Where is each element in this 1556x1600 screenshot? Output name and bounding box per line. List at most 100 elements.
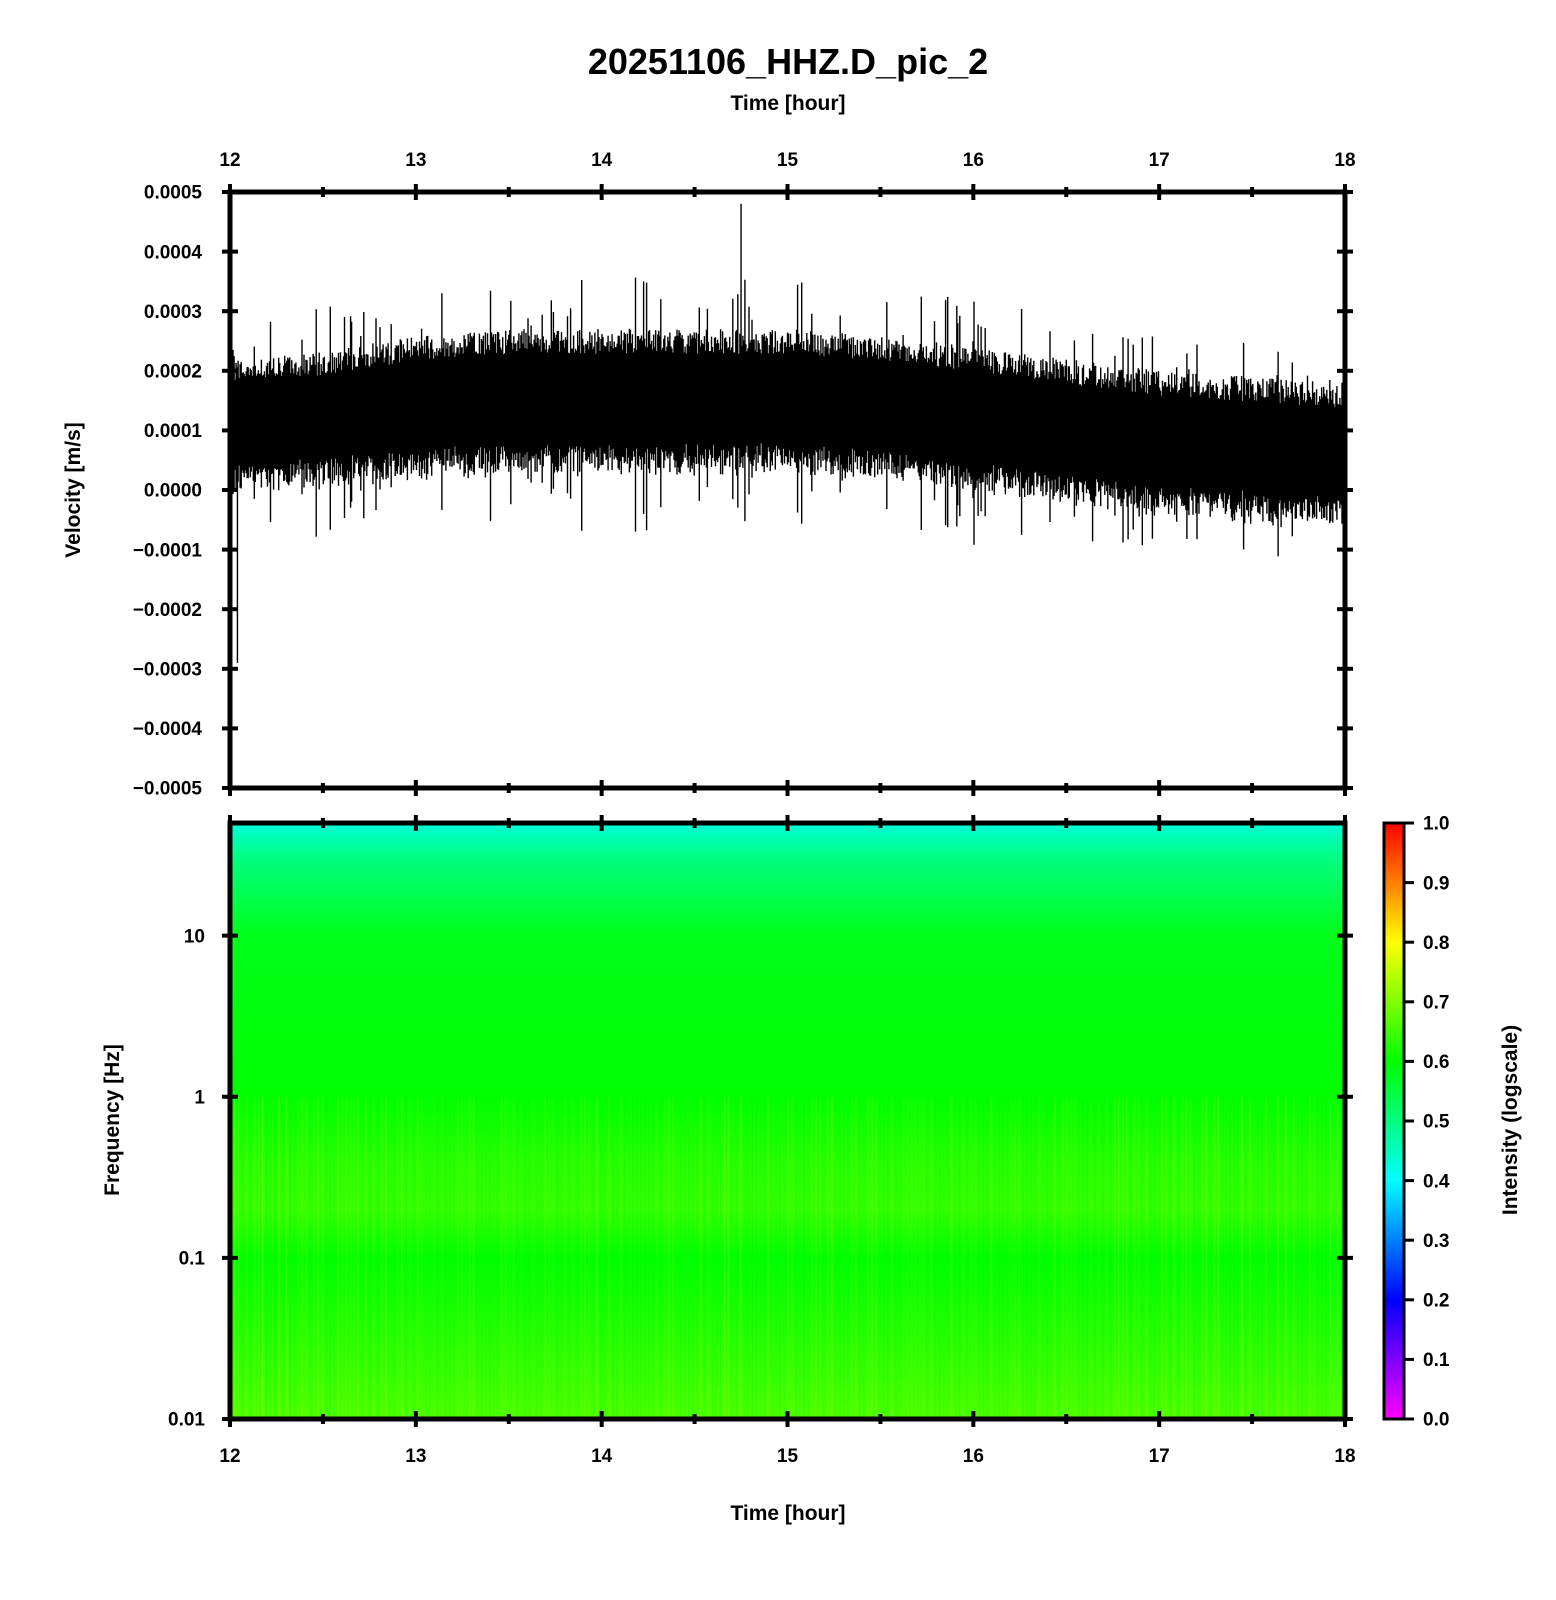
- spectrogram-column: [588, 1096, 590, 1419]
- spectrogram-row: [230, 1075, 1345, 1082]
- spectrogram-row: [230, 1110, 1345, 1117]
- spectrogram-column: [1173, 1096, 1176, 1419]
- spectrogram-column: [1329, 1096, 1331, 1419]
- spectrogram-row: [230, 1329, 1345, 1336]
- spectrogram-column: [1050, 1096, 1052, 1419]
- spectrogram-column: [1106, 1096, 1108, 1419]
- spectrogram-column: [1213, 1096, 1216, 1419]
- spectrogram-row: [230, 1180, 1345, 1187]
- velocity-tick-label: −0.0005: [133, 779, 203, 800]
- spectrogram-row: [230, 1115, 1345, 1122]
- spectrogram-row: [230, 1120, 1345, 1127]
- spectrogram-column: [636, 1096, 638, 1419]
- spectrogram-column: [1026, 1096, 1028, 1419]
- spectrogram-row: [230, 1130, 1345, 1137]
- velocity-tick-label: −0.0003: [133, 659, 202, 680]
- spectrogram-column: [417, 1096, 419, 1419]
- spectrogram-column: [699, 1096, 702, 1419]
- spectrogram-row: [230, 986, 1345, 993]
- spectrogram-column: [1257, 1096, 1259, 1419]
- spectrogram-column: [811, 1096, 813, 1419]
- spectrogram-column: [1285, 1096, 1287, 1419]
- spectrogram-row: [230, 1339, 1345, 1345]
- spectrogram-column: [998, 1096, 1001, 1419]
- spectrogram-column: [429, 1096, 431, 1419]
- spectrogram-column: [484, 1096, 487, 1419]
- spectrogram-column: [488, 1096, 491, 1419]
- velocity-tick-label: 0.0005: [144, 183, 203, 204]
- top-x-tick-label: 16: [963, 150, 984, 171]
- spectrogram-column: [962, 1096, 965, 1419]
- colorbar-tick-label: 0.0: [1423, 1410, 1449, 1431]
- spectrogram-column: [492, 1096, 495, 1419]
- spectrogram-column: [325, 1096, 328, 1419]
- spectrogram-row: [230, 1403, 1345, 1410]
- spectrogram-column: [1265, 1096, 1267, 1419]
- spectrogram-column: [1193, 1096, 1196, 1419]
- spectrogram-row: [230, 832, 1345, 839]
- spectrogram-column: [277, 1096, 280, 1419]
- spectrogram-column: [273, 1096, 276, 1419]
- spectrogram-column: [1237, 1096, 1239, 1419]
- spectrogram-column: [978, 1096, 981, 1419]
- spectrogram-column: [381, 1096, 383, 1419]
- spectrogram-column: [676, 1096, 678, 1419]
- spectrogram-column: [958, 1096, 961, 1419]
- spectrogram-column: [994, 1096, 997, 1419]
- spectrogram-column: [333, 1096, 336, 1419]
- velocity-tick-label: −0.0001: [133, 540, 203, 561]
- spectrogram-column: [237, 1096, 240, 1419]
- colorbar-tick-label: 0.1: [1423, 1350, 1450, 1371]
- spectrogram-column: [1309, 1096, 1311, 1419]
- spectrogram-column: [1133, 1096, 1136, 1419]
- spectrogram-column: [1149, 1096, 1152, 1419]
- spectrogram-row: [230, 961, 1345, 968]
- spectrogram-column: [540, 1096, 543, 1419]
- spectrogram-column: [656, 1096, 658, 1419]
- spectrogram-column: [1245, 1096, 1247, 1419]
- spectrogram-row: [230, 956, 1345, 963]
- spectrogram-column: [520, 1096, 523, 1419]
- spectrogram-row: [230, 1095, 1345, 1102]
- spectrogram-column: [1125, 1096, 1128, 1419]
- spectrogram-column: [1038, 1096, 1040, 1419]
- spectrogram-row: [230, 971, 1345, 978]
- spectrogram-column: [703, 1096, 706, 1419]
- spectrogram-column: [552, 1096, 555, 1419]
- spectrogram-column: [453, 1096, 455, 1419]
- spectrogram-row: [230, 1165, 1345, 1172]
- seismogram-ticks: 12 13 14 15 16 17 18 0.0005 0.0004 0.0003 0.0002 0.…: [133, 150, 1356, 800]
- spectrogram-column: [596, 1096, 598, 1419]
- spectrogram-column: [584, 1096, 586, 1419]
- spectrogram-column: [847, 1096, 849, 1419]
- spectrogram-column: [707, 1096, 710, 1419]
- spectrogram-row: [230, 1314, 1345, 1321]
- spectrogram-column: [1301, 1096, 1303, 1419]
- spectrogram-column: [1062, 1096, 1064, 1419]
- spectrogram-column: [743, 1096, 746, 1419]
- spectrogram-column: [1153, 1096, 1156, 1419]
- spectrogram-column: [664, 1096, 666, 1419]
- spectrogram-row: [230, 1001, 1345, 1008]
- spectrogram-row: [230, 1334, 1345, 1341]
- bottom-x-axis-label: Time [hour]: [730, 1502, 845, 1525]
- frequency-tick-label: 0.01: [168, 1410, 205, 1431]
- spectrogram-row: [230, 1274, 1345, 1281]
- spectrogram-row: [230, 991, 1345, 998]
- velocity-tick-label: 0.0000: [144, 481, 202, 502]
- spectrogram-row: [230, 857, 1345, 864]
- spectrogram-row: [230, 877, 1345, 884]
- spectrogram-column: [1185, 1096, 1188, 1419]
- colorbar-gradient: [1384, 823, 1404, 1419]
- spectrogram-column: [456, 1096, 459, 1419]
- spectrogram-column: [1145, 1096, 1148, 1419]
- spectrogram-column: [1197, 1096, 1200, 1419]
- spectrogram-row: [230, 837, 1345, 844]
- spectrogram-row: [230, 1353, 1345, 1360]
- spectrogram-column: [930, 1096, 933, 1419]
- spectrogram-row: [230, 1284, 1345, 1291]
- spectrogram-column: [389, 1096, 391, 1419]
- spectrogram-column: [301, 1096, 304, 1419]
- spectrogram-column: [815, 1096, 817, 1419]
- spectrogram-column: [1253, 1096, 1255, 1419]
